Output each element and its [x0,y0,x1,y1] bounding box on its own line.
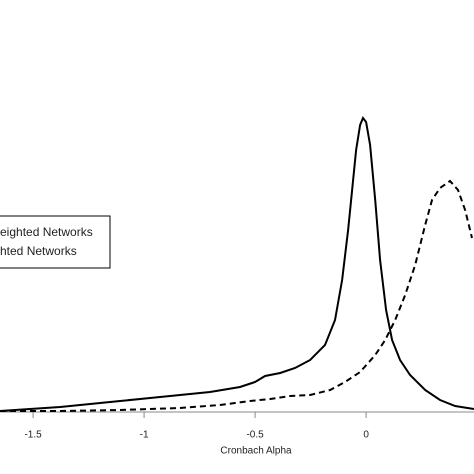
series-line [0,116,474,412]
legend-label: hted Networks [0,244,77,258]
x-tick-label: 0 [363,430,369,441]
x-tick-label: -1 [140,430,149,441]
legend-box [0,215,111,269]
legend-label: eighted Networks [0,225,93,239]
x-tick-label: -0.5 [246,430,264,441]
x-tick-label: -1.5 [24,430,42,441]
series-line [0,179,473,412]
x-axis-label: Cronbach Alpha [220,446,292,457]
